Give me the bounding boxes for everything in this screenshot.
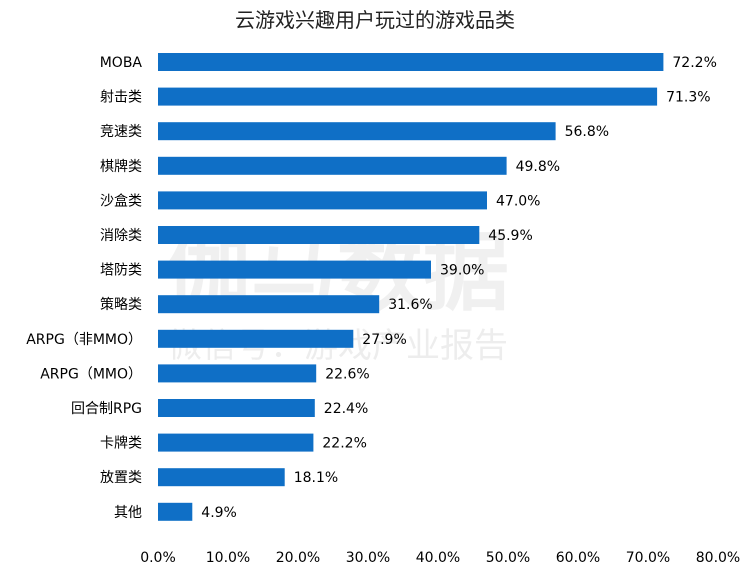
category-label: 消除类	[100, 228, 142, 244]
bar	[158, 191, 487, 210]
value-label: 31.6%	[388, 297, 432, 313]
x-tick-label: 0.0%	[140, 550, 176, 566]
category-label: MOBA	[100, 55, 143, 71]
category-label: 其他	[114, 505, 142, 521]
category-label: ARPG（非MMO）	[26, 332, 142, 348]
value-labels: 72.2% 71.3% 56.8% 49.8% 47.0% 45.9% 39.0% 31.6%…	[201, 55, 717, 521]
value-label: 49.8%	[516, 159, 560, 175]
x-tick-label: 40.0%	[416, 550, 460, 566]
x-tick-label: 60.0%	[556, 550, 600, 566]
x-tick-label: 70.0%	[626, 550, 670, 566]
bar	[158, 260, 431, 279]
value-label: 45.9%	[488, 228, 532, 244]
bar	[158, 226, 480, 244]
category-label: 放置类	[100, 470, 142, 486]
bar	[158, 122, 556, 141]
value-label: 22.6%	[325, 366, 369, 382]
bar	[158, 295, 380, 314]
x-tick-label: 50.0%	[486, 550, 530, 566]
bar	[158, 399, 315, 417]
bar	[158, 87, 658, 106]
bars	[158, 53, 664, 521]
bar	[158, 156, 507, 175]
category-label: 策略类	[100, 296, 142, 313]
x-axis-tick-labels: 0.0% 10.0% 20.0% 30.0% 40.0% 50.0% 60.0% 70.0% 8…	[140, 550, 740, 566]
bar	[158, 502, 193, 521]
category-label: 棋牌类	[100, 158, 142, 175]
bar	[158, 468, 285, 487]
value-label: 72.2%	[672, 55, 716, 71]
x-tick-label: 30.0%	[346, 550, 390, 566]
value-label: 56.8%	[565, 124, 609, 140]
value-label: 47.0%	[496, 193, 540, 209]
category-label: ARPG（MMO）	[40, 366, 142, 382]
category-label: 塔防类	[100, 263, 142, 279]
bar	[158, 364, 317, 383]
value-label: 22.2%	[322, 436, 366, 452]
category-label: 竞速类	[100, 123, 142, 140]
category-label: 回合制RPG	[71, 401, 142, 417]
bar	[158, 329, 354, 348]
value-label: 4.9%	[201, 505, 237, 521]
value-label: 22.4%	[324, 401, 368, 417]
x-tick-label: 80.0%	[696, 550, 740, 566]
chart-title: 云游戏兴趣用户玩过的游戏品类	[235, 8, 515, 32]
category-label: 沙盒类	[100, 192, 142, 209]
category-label: 射击类	[100, 90, 142, 106]
bar	[158, 53, 664, 71]
value-label: 18.1%	[294, 470, 338, 486]
bar	[158, 433, 314, 452]
value-label: 39.0%	[440, 263, 484, 279]
x-tick-label: 20.0%	[276, 550, 320, 566]
x-tick-label: 10.0%	[206, 550, 250, 566]
category-label: 卡牌类	[100, 435, 142, 452]
value-label: 71.3%	[666, 90, 710, 106]
value-label: 27.9%	[362, 332, 406, 348]
